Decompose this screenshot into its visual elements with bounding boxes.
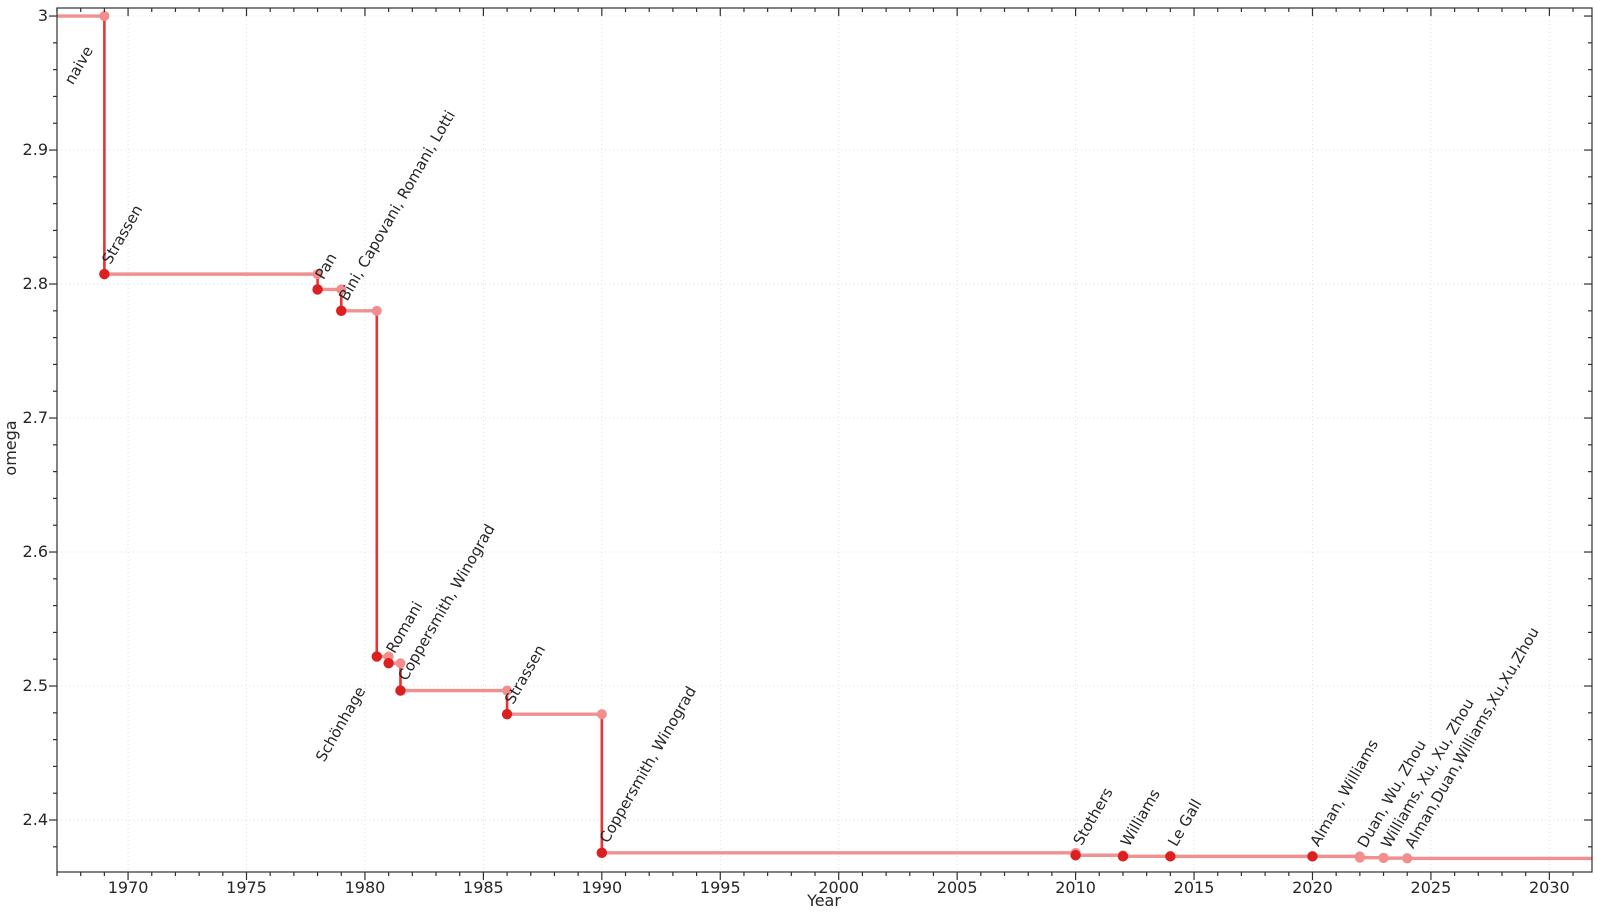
corner-marker	[99, 11, 110, 22]
result-marker	[596, 847, 608, 859]
result-marker	[99, 268, 110, 280]
x-tick-label: 2025	[1411, 878, 1452, 897]
grid-layer	[57, 8, 1592, 872]
result-marker	[312, 284, 323, 295]
y-tick-label: 2.4	[23, 810, 48, 829]
series-layer	[57, 11, 1592, 864]
x-tick-label: 2005	[937, 878, 978, 897]
axis-layer: 1970 1975 1980 1985 1990 1995 2000 2005 2010 2015…	[23, 6, 1593, 897]
result-marker	[1117, 851, 1129, 862]
x-tick-label: 2015	[1174, 878, 1215, 897]
corner-marker	[1402, 853, 1413, 864]
x-tick-label: 2010	[1055, 878, 1096, 897]
corner-marker	[336, 284, 347, 295]
corner-marker	[312, 269, 323, 280]
plot-frame	[56, 7, 1593, 873]
y-tick-label: 2.9	[23, 140, 48, 159]
result-marker	[383, 658, 394, 669]
y-axis-title: omega	[1, 420, 20, 475]
result-marker	[1070, 850, 1081, 861]
result-marker	[395, 685, 406, 696]
point-label: Williams	[1117, 786, 1164, 850]
x-tick-label: 1995	[700, 878, 741, 897]
y-tick-label: 2.7	[23, 408, 48, 427]
x-tick-label: 1980	[345, 878, 386, 897]
corner-marker	[502, 685, 513, 696]
x-tick-label: 1970	[108, 878, 149, 897]
result-marker	[371, 651, 382, 662]
result-marker	[1307, 851, 1318, 862]
x-tick-label: 1975	[226, 878, 267, 897]
point-label: Alman,Duan,Williams,Xu,Xu,Zhou	[1401, 624, 1543, 851]
point-label: Coppersmith, Winograd	[596, 683, 700, 846]
point-label: Le Gall	[1164, 796, 1205, 849]
y-tick-label: 3	[38, 6, 48, 25]
result-marker	[501, 708, 513, 720]
y-tick-label: 2.8	[23, 274, 48, 293]
point-label: Stothers	[1069, 784, 1116, 848]
corner-marker	[371, 305, 382, 316]
corner-marker	[1354, 852, 1365, 863]
corner-marker	[395, 658, 406, 669]
x-tick-label: 1990	[581, 878, 622, 897]
result-marker	[336, 305, 347, 317]
point-label: Schönhage	[312, 684, 369, 765]
corner-marker	[596, 709, 607, 720]
x-tick-label: 2030	[1529, 878, 1570, 897]
x-tick-label: 1985	[463, 878, 504, 897]
point-label: naive	[61, 43, 97, 87]
x-axis-title: Year	[806, 891, 841, 910]
y-tick-label: 2.6	[23, 542, 48, 561]
corner-marker	[1378, 853, 1389, 864]
x-tick-label: 2020	[1292, 878, 1333, 897]
result-marker	[1165, 851, 1176, 862]
point-label: Bini, Capovani, Romani, Lotti	[335, 107, 459, 303]
x-tick-label: 2000	[818, 878, 859, 897]
point-label: Strassen	[501, 642, 549, 707]
y-tick-label: 2.5	[23, 676, 48, 695]
